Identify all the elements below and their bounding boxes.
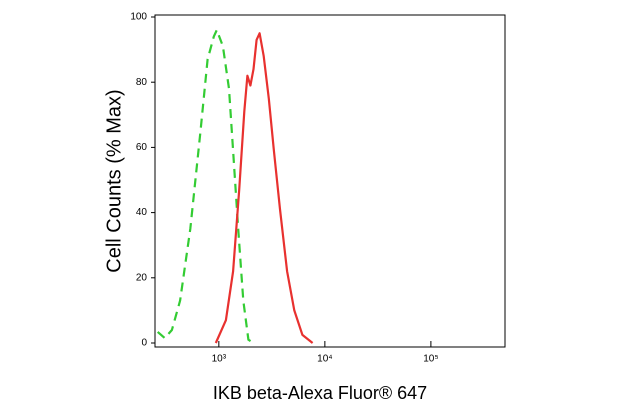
y-tick-label: 100 <box>130 12 147 23</box>
y-tick-label: 20 <box>136 272 148 283</box>
y-tick-label: 60 <box>136 142 148 153</box>
histogram-line <box>214 32 314 344</box>
histogram-line <box>156 28 255 344</box>
x-tick-label: 10⁵ <box>423 354 438 365</box>
plot-frame <box>154 14 506 348</box>
y-tick-label: 80 <box>136 77 148 88</box>
y-axis-title: Cell Counts (% Max) <box>103 89 125 272</box>
x-tick-label: 10³ <box>212 354 227 365</box>
x-axis-title: IKB beta-Alexa Fluor® 647 <box>213 383 427 403</box>
x-tick-label: 10⁴ <box>317 354 332 365</box>
y-tick-label: 0 <box>141 338 147 349</box>
y-tick-label: 40 <box>136 207 148 218</box>
